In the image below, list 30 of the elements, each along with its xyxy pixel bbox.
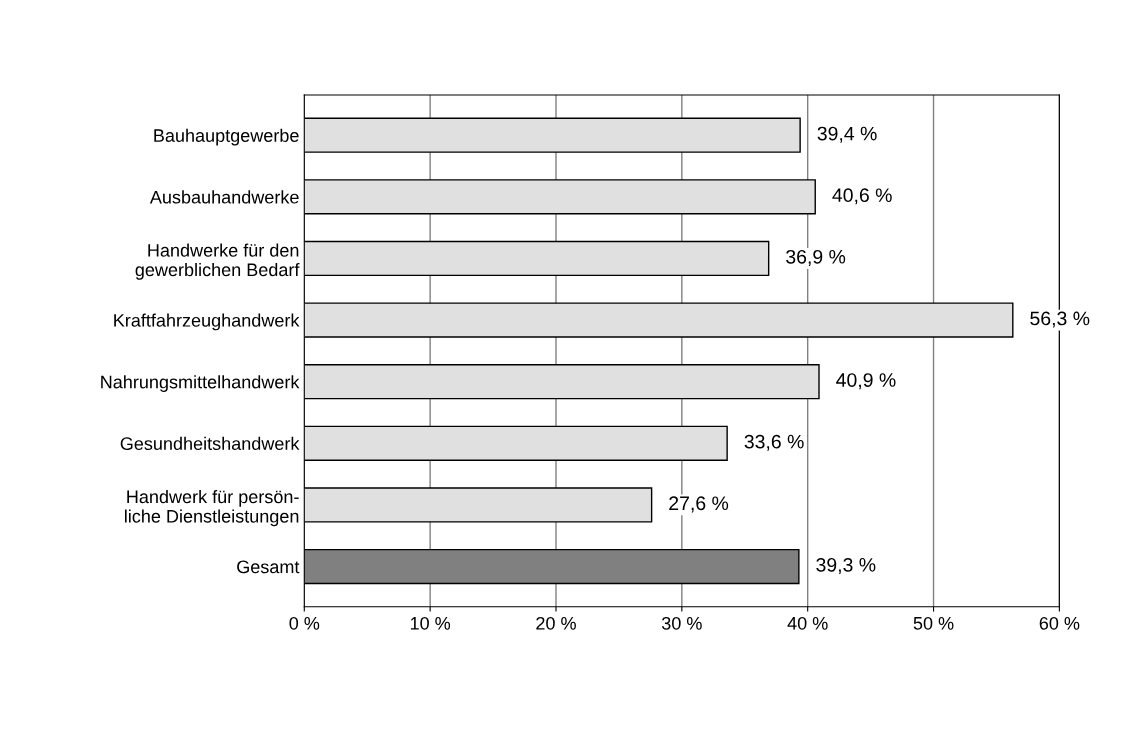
bar — [304, 240, 770, 277]
y-tick-label: Gesamt — [237, 560, 300, 574]
y-tick-label: Ausbauhandwerke — [149, 190, 299, 204]
x-tick-label: 0 % — [289, 616, 320, 630]
bar — [304, 302, 1014, 338]
y-tick-label: Handwerk für persön- liche Dienstleistungen — [125, 489, 299, 527]
data-label: 40,6 % — [832, 188, 892, 205]
data-label: 56,3 % — [1030, 311, 1090, 328]
bar — [304, 487, 653, 523]
data-label: 39,4 % — [817, 126, 877, 143]
bar — [304, 425, 728, 461]
y-tick-label: Bauhauptgewerbe — [154, 128, 299, 146]
y-tick-label: Gesundheitshandwerk — [120, 436, 300, 451]
x-tick-label: 50 % — [913, 616, 954, 630]
data-label: 36,9 % — [786, 249, 846, 266]
x-tick-label: 10 % — [410, 616, 451, 630]
bar — [304, 364, 820, 400]
data-label: 39,3 % — [816, 557, 876, 575]
y-tick-label: Handwerke für den gewerblichen Bedarf — [135, 243, 300, 280]
x-tick-label: 20 % — [536, 616, 576, 630]
y-tick-label: Nahrungsmittelhandwerk — [101, 375, 300, 392]
bar — [304, 179, 816, 215]
bar — [304, 117, 801, 153]
x-tick-label: 30 % — [661, 616, 702, 630]
x-tick-label: 60 % — [1039, 616, 1080, 630]
x-tick-label: 40 % — [787, 616, 828, 630]
data-label: 27,6 % — [669, 496, 729, 513]
data-label: 33,6 % — [744, 434, 804, 451]
y-tick-label: Kraftfahrzeughandwerk — [114, 313, 300, 331]
data-label: 40,9 % — [836, 373, 896, 390]
